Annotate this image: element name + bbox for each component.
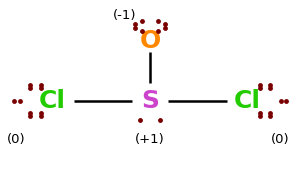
Text: (0): (0) (7, 133, 26, 146)
Text: S: S (141, 89, 159, 113)
Text: (0): (0) (271, 133, 290, 146)
Text: (-1): (-1) (113, 9, 136, 22)
Text: Cl: Cl (39, 89, 66, 113)
Text: O: O (140, 29, 160, 53)
Text: Cl: Cl (234, 89, 261, 113)
Text: (+1): (+1) (135, 133, 165, 146)
